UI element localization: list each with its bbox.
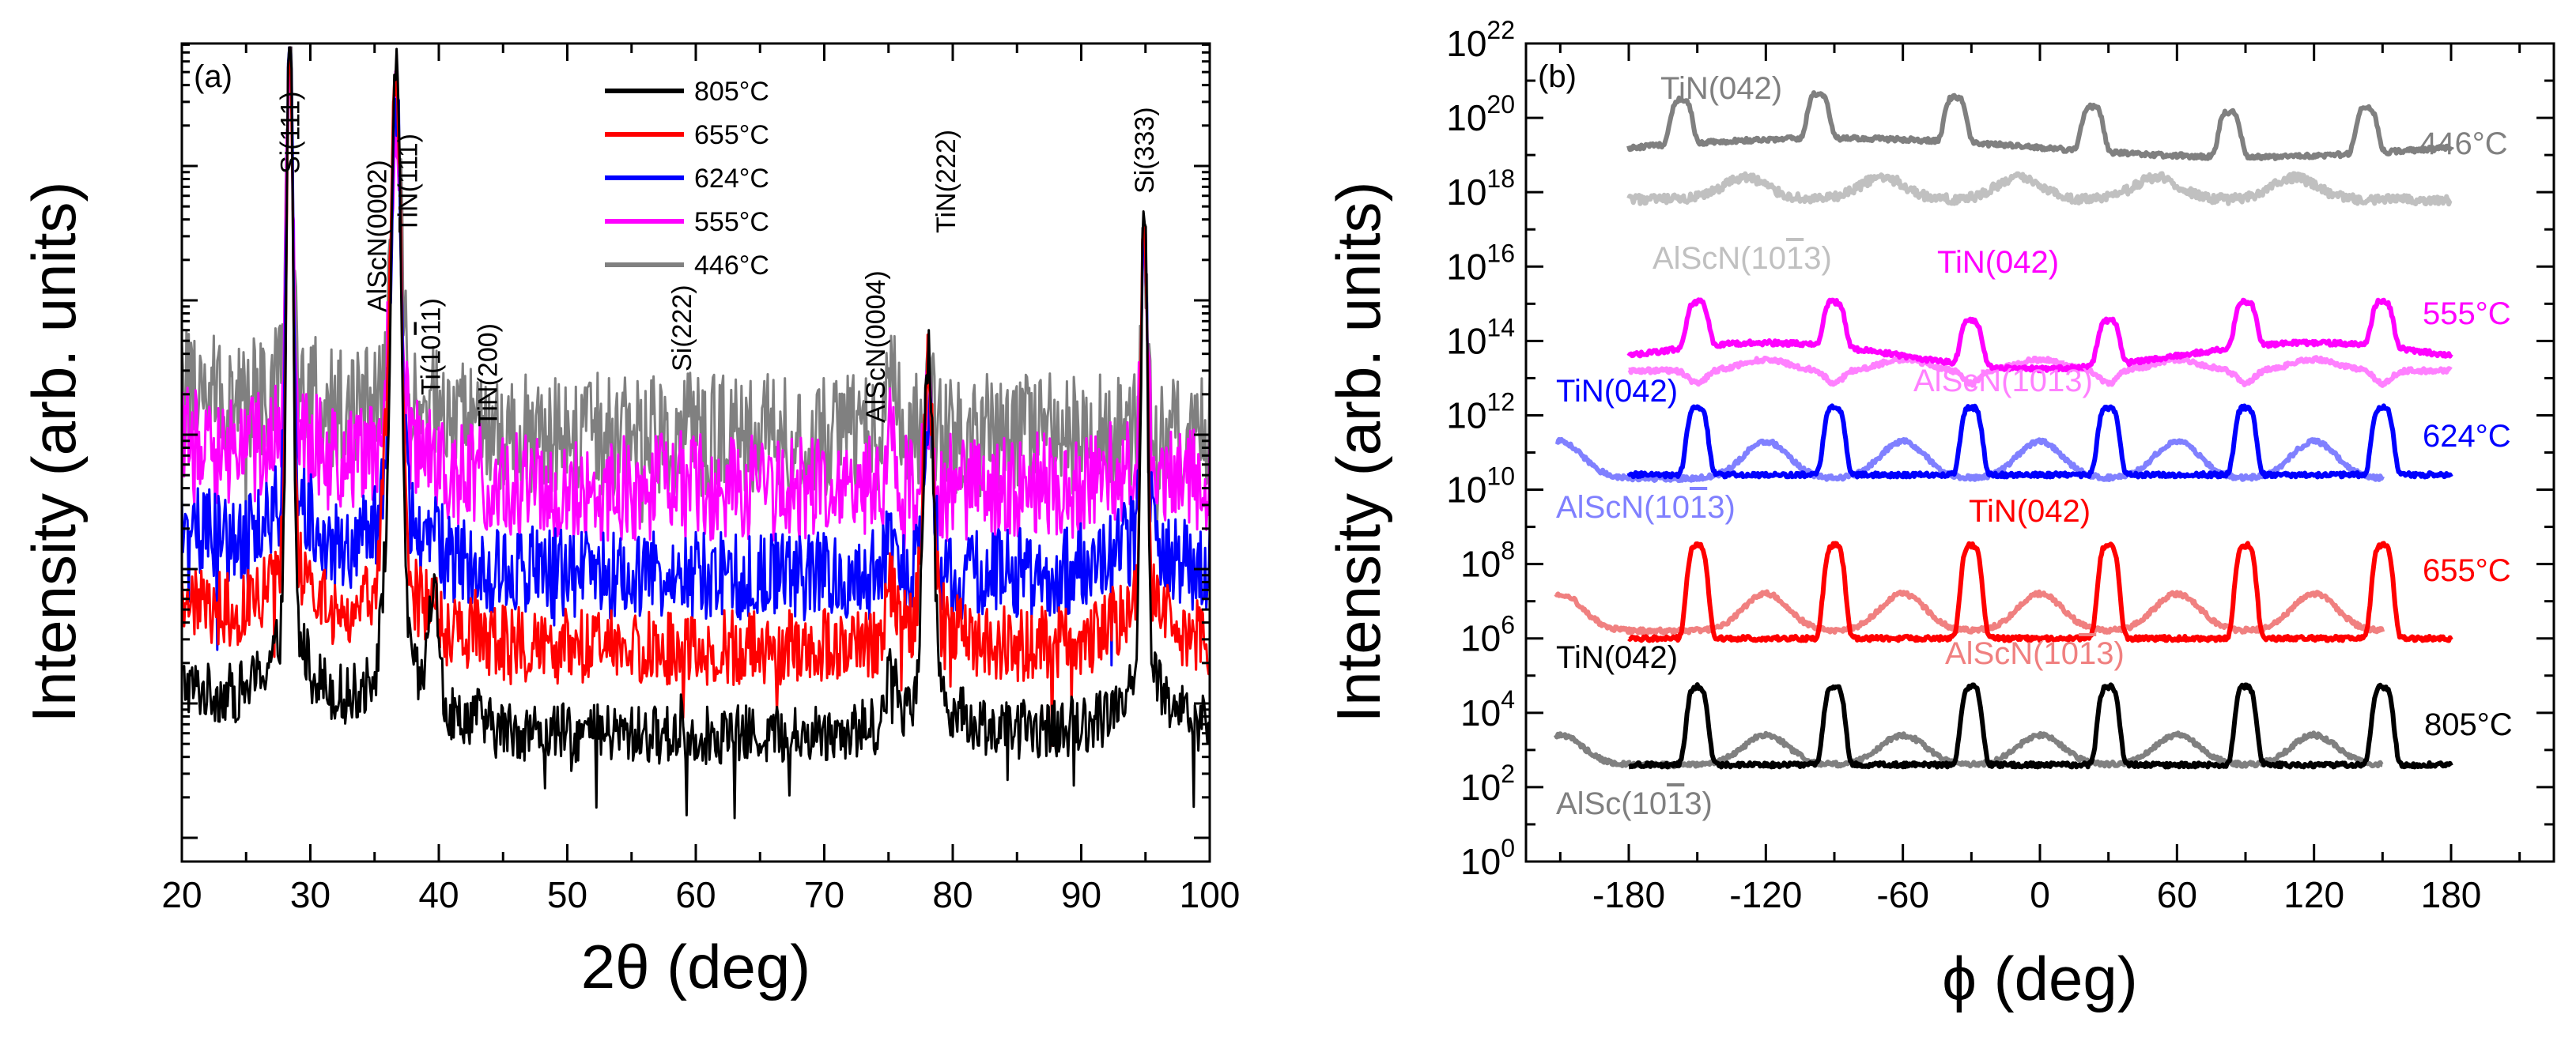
legend-label-446C: 446°C — [694, 251, 769, 281]
y-tick-label: 1020 — [1446, 90, 1515, 138]
x-tick-label: 20 — [161, 874, 202, 915]
tin-label-555C: TiN(042) — [1937, 245, 2059, 280]
trace-655C — [180, 46, 1211, 747]
x-tick-label: -60 — [1876, 874, 1928, 915]
alscn-label-805C: AlSc(1013) — [1556, 786, 1713, 821]
peak-label-TiN(222): TiN(222) — [931, 130, 961, 233]
tin-label-446C: TiN(042) — [1660, 71, 1782, 106]
alscn-trace-805C — [1553, 730, 2384, 770]
x-tick-label: 100 — [1180, 874, 1241, 915]
legend-label-655C: 655°C — [694, 120, 769, 150]
x-tick-label: 40 — [418, 874, 459, 915]
trace-624C — [180, 46, 1211, 667]
tin-label-655C: TiN(042) — [1969, 494, 2091, 529]
alscn-trace-555C — [1627, 355, 2453, 388]
y-tick-label: 1014 — [1446, 313, 1515, 361]
legend-label-805C: 805°C — [694, 77, 769, 107]
alscn-label-446C: AlScN(1013) — [1652, 241, 1832, 276]
panel-a-legend: 805°C 655°C 624°C 555°C 446°C — [605, 77, 769, 281]
trace-805C — [180, 46, 1211, 820]
panel-a-traces — [180, 46, 1211, 820]
panel-b-ticks: -180 -120 -60 0 60 120 180 100 102 104 106 108 1010 1… — [1446, 16, 2554, 915]
tin-trace-446C — [1626, 90, 2453, 161]
alscn-trace-446C — [1626, 171, 2453, 207]
y-tick-label: 104 — [1460, 685, 1515, 733]
y-tick-label: 1012 — [1446, 387, 1515, 436]
panel-a-y-axis-title: Intensity (arb. units) — [19, 182, 89, 723]
alscn-trace-655C — [1554, 589, 2385, 635]
y-tick-label: 100 — [1460, 834, 1515, 882]
alscn-label-555C: AlScN(1013) — [1913, 364, 2093, 398]
x-tick-label: -180 — [1592, 874, 1665, 915]
x-tick-label: 80 — [932, 874, 973, 915]
y-tick-label: 108 — [1460, 537, 1515, 585]
x-tick-label: 90 — [1061, 874, 1101, 915]
panel-a-label: (a) — [194, 59, 232, 94]
legend-label-624C: 624°C — [694, 164, 769, 194]
temperature-label-555C: 555°C — [2423, 296, 2511, 331]
tin-trace-624C — [1626, 403, 2453, 480]
trace-555C — [180, 46, 1211, 567]
panel-b: -180 -120 -60 0 60 120 180 100 102 104 106 108 1010 1… — [1324, 16, 2555, 1013]
y-tick-label: 1018 — [1446, 164, 1515, 213]
temperature-label-655C: 655°C — [2423, 553, 2511, 588]
alscn-label-655C: AlScN(1013) — [1945, 636, 2125, 671]
x-tick-label: 0 — [2030, 874, 2050, 915]
x-tick-label: 70 — [804, 874, 844, 915]
temperature-label-805C: 805°C — [2424, 707, 2513, 742]
peak-label-Si(333): Si(333) — [1130, 107, 1160, 194]
x-tick-label: 60 — [675, 874, 716, 915]
panel-b-annotations: TiN(042) AlScN(1013) 446°C TiN(042) AlScN(10… — [1556, 71, 2513, 821]
temperature-label-624C: 624°C — [2423, 419, 2511, 454]
x-tick-label: -120 — [1729, 874, 1802, 915]
x-tick-label: 120 — [2283, 874, 2344, 915]
y-tick-label: 1010 — [1446, 462, 1515, 511]
peak-label-AlScN(0004): AlScN(0004) — [861, 270, 891, 423]
x-tick-label: 180 — [2421, 874, 2482, 915]
alscn-trace-624C — [1554, 436, 2385, 484]
panel-b-traces — [1553, 90, 2453, 770]
tin-trace-555C — [1626, 297, 2453, 374]
y-tick-label: 1016 — [1446, 239, 1515, 287]
peak-label-Si(111): Si(111) — [276, 91, 306, 174]
panel-b-y-axis-title: Intensity (arb. units) — [1324, 182, 1393, 723]
panel-a: 20 30 40 50 60 70 80 90 100 Si(111)AlScN(0002) Ti… — [19, 42, 1240, 1001]
legend-label-555C: 555°C — [694, 207, 769, 237]
tin-trace-655C — [1627, 541, 2453, 643]
x-tick-label: 30 — [290, 874, 330, 915]
y-tick-label: 102 — [1460, 760, 1515, 808]
tin-trace-805C — [1627, 682, 2453, 770]
y-tick-label: 1022 — [1446, 16, 1515, 64]
panel-b-label: (b) — [1538, 59, 1577, 94]
x-tick-label: 50 — [547, 874, 587, 915]
tin-label-624C: TiN(042) — [1556, 374, 1678, 409]
y-tick-label: 106 — [1460, 611, 1515, 659]
panel-a-ticks: 20 30 40 50 60 70 80 90 100 — [161, 43, 1240, 915]
temperature-label-446C: 446°C — [2419, 126, 2508, 161]
peak-label-Ti(10: Ti(1011) — [417, 298, 447, 395]
panel-a-peak-labels: Si(111) AlScN(0002) TiN(111) Ti(1011) TiN(20… — [276, 91, 1161, 427]
alscn-label-624C: AlScN(1013) — [1556, 490, 1736, 525]
panel-b-x-axis-title: ϕ (deg) — [1942, 944, 2137, 1013]
peak-label-AlScN(0002): AlScN(0002) — [362, 160, 392, 312]
peak-label-TiN(200): TiN(200) — [474, 323, 504, 427]
peak-label-TiN(111): TiN(111) — [393, 134, 423, 233]
peak-label-Si(222): Si(222) — [667, 285, 697, 371]
panel-a-x-axis-title: 2θ (deg) — [581, 932, 811, 1001]
x-tick-label: 60 — [2157, 874, 2197, 915]
tin-label-805C: TiN(042) — [1556, 640, 1678, 675]
